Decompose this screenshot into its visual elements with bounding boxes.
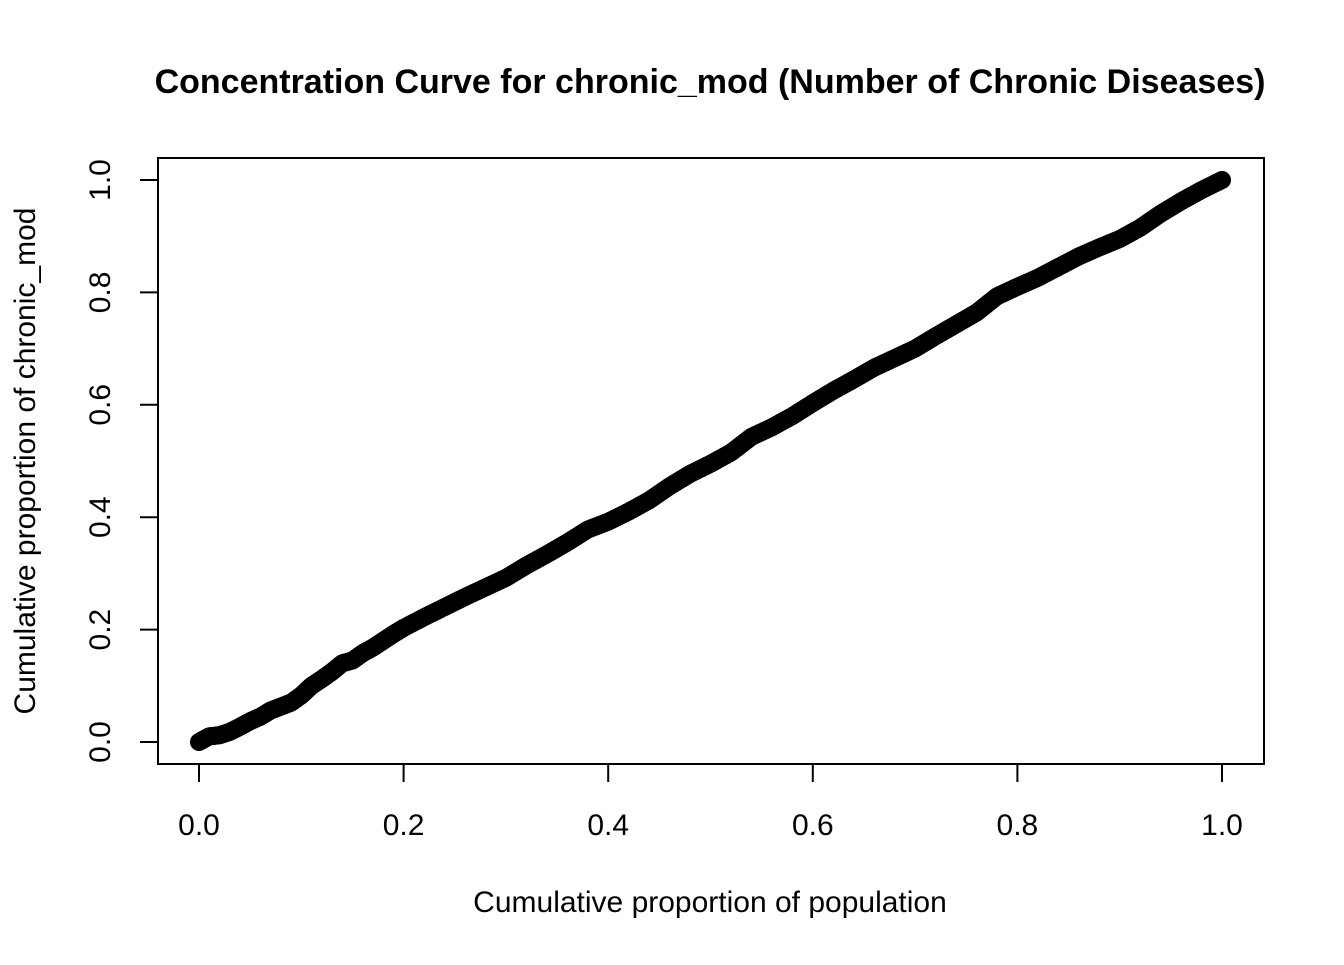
chart-title: Concentration Curve for chronic_mod (Num… [155,63,1266,101]
x-tick-label: 0.4 [587,809,629,842]
x-tick-label: 0.6 [792,809,834,842]
x-tick-label: 0.0 [178,809,220,842]
y-tick-label: 0.4 [84,496,117,538]
x-tick-label: 0.2 [383,809,425,842]
y-tick-label: 0.2 [84,609,117,651]
y-tick-label: 0.8 [84,272,117,314]
x-tick-label: 0.8 [997,809,1039,842]
y-tick-label: 0.6 [84,384,117,426]
y-axis-label: Cumulative proportion of chronic_mod [9,208,42,715]
y-tick-label: 0.0 [84,721,117,763]
data-points [190,171,1231,751]
x-axis-label: Cumulative proportion of population [473,886,947,919]
x-tick-label: 1.0 [1201,809,1243,842]
y-axis: 0.0 0.2 0.4 0.6 0.8 1.0 [84,159,159,763]
y-tick-label: 1.0 [84,159,117,201]
x-axis: 0.0 0.2 0.4 0.6 0.8 1.0 [178,763,1243,842]
data-point [1213,171,1231,189]
